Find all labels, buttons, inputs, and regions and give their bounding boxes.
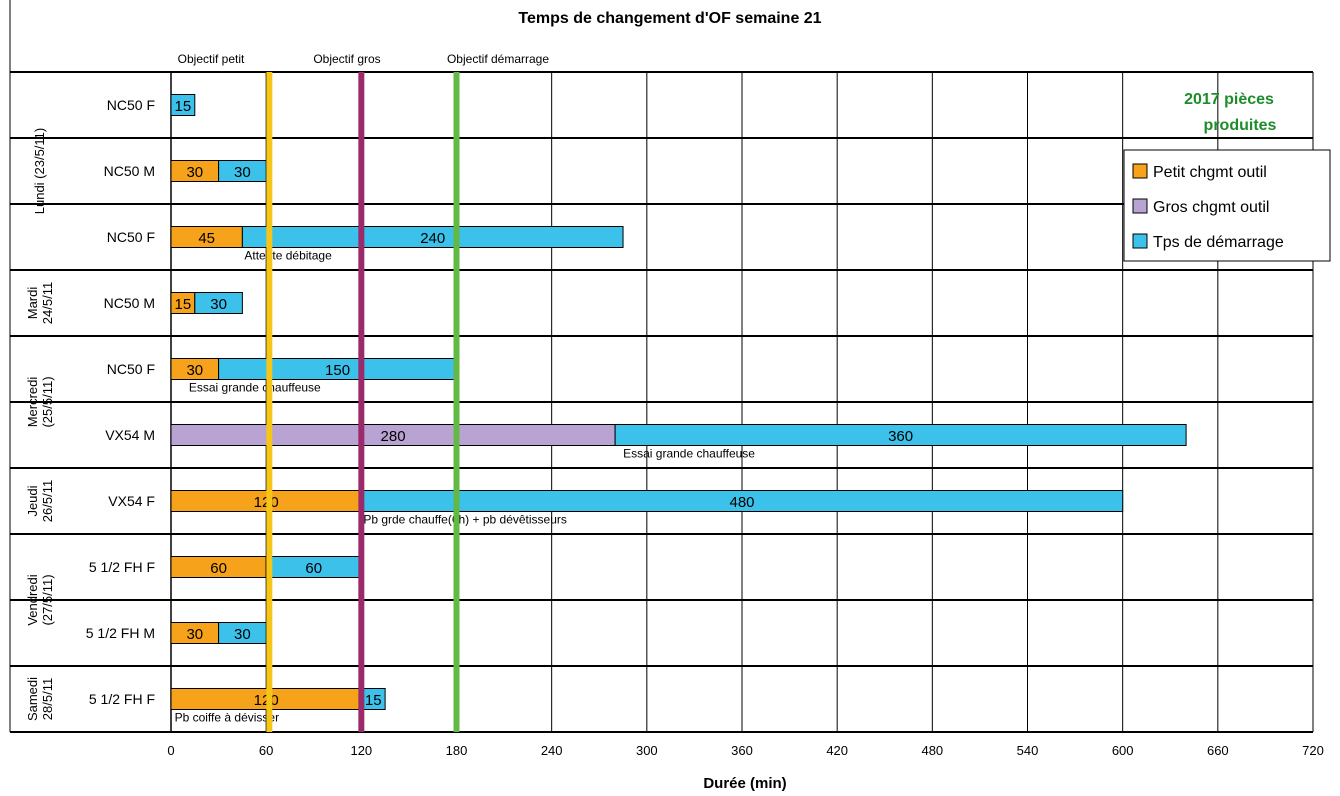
bar-segment bbox=[614, 424, 1187, 446]
bar-annotation: Attente débitage bbox=[244, 249, 332, 263]
legend-swatch bbox=[1132, 233, 1148, 249]
production-note: 2017 pièces produites bbox=[1184, 91, 1276, 134]
row-label: 5 1/2 FH F bbox=[89, 691, 155, 707]
day-date-label: (27/5/11) bbox=[40, 574, 55, 625]
row-label: NC50 M bbox=[104, 163, 155, 179]
bar-value-label: 15 bbox=[365, 692, 382, 709]
legend-swatch bbox=[1132, 198, 1148, 214]
bar-segment bbox=[170, 94, 196, 116]
chart-title: Temps de changement d'OF semaine 21 bbox=[518, 10, 821, 27]
day-label: Samedi bbox=[25, 677, 40, 721]
objective-label: Objectif petit bbox=[178, 52, 245, 66]
bar-value-label: 280 bbox=[381, 428, 406, 445]
bar-value-label: 150 bbox=[325, 362, 350, 379]
x-tick-label: 300 bbox=[636, 743, 658, 758]
bar-value-label: 60 bbox=[305, 560, 322, 577]
x-axis-label: Durée (min) bbox=[703, 775, 786, 792]
bar-value-label: 30 bbox=[186, 362, 203, 379]
x-tick-label: 480 bbox=[921, 743, 943, 758]
day-date-label: 26/5/11 bbox=[40, 480, 55, 522]
day-label: Mardi bbox=[25, 287, 40, 320]
row-label: NC50 F bbox=[107, 229, 155, 245]
day-date-label: 24/5/11 bbox=[40, 282, 55, 324]
x-tick-label: 360 bbox=[731, 743, 753, 758]
x-tick-label: 660 bbox=[1207, 743, 1229, 758]
bar-segment bbox=[194, 292, 243, 314]
day-date-label: 28/5/11 bbox=[40, 678, 55, 720]
bar-segment bbox=[218, 622, 267, 644]
legend-box bbox=[1123, 149, 1331, 262]
bar-annotation: Essai grande chauffeuse bbox=[623, 447, 755, 461]
legend-label: Tps de démarrage bbox=[1153, 234, 1284, 251]
plot-area: 0 60 120 180 240 300 360 420 480 540 600 660 720 Lund… bbox=[9, 0, 1324, 758]
row-label: NC50 M bbox=[104, 295, 155, 311]
bar-annotation: Essai grande chauffeuse bbox=[189, 381, 321, 395]
row-label: 5 1/2 FH F bbox=[89, 559, 155, 575]
bar-value-label: 240 bbox=[420, 230, 445, 247]
x-tick-label: 600 bbox=[1112, 743, 1134, 758]
bar-value-label: 30 bbox=[234, 626, 251, 643]
bar-value-label: 120 bbox=[254, 692, 279, 709]
bar-value-label: 60 bbox=[210, 560, 227, 577]
legend-label: Petit chgmt outil bbox=[1153, 164, 1267, 181]
legend-label: Gros chgmt outil bbox=[1153, 199, 1269, 216]
x-tick-label: 240 bbox=[541, 743, 563, 758]
bar-segment bbox=[241, 226, 624, 248]
x-tick-label: 120 bbox=[350, 743, 372, 758]
x-tick-label: 420 bbox=[826, 743, 848, 758]
day-date-label: (25/5/11) bbox=[40, 376, 55, 427]
bar-value-label: 45 bbox=[198, 230, 215, 247]
bar-annotation: Pb grde chauffe(6h) + pb dévêtisseurs bbox=[363, 513, 567, 527]
legend: Petit chgmt outil Gros chgmt outil Tps de … bbox=[1123, 149, 1331, 262]
bar-value-label: 30 bbox=[186, 164, 203, 181]
bar-value-label: 30 bbox=[186, 626, 203, 643]
day-label: Lundi (23/5/11) bbox=[32, 128, 47, 215]
legend-swatch bbox=[1132, 163, 1148, 179]
bar-annotation: Pb coiffe à dévisser bbox=[175, 711, 280, 725]
x-tick-label: 0 bbox=[167, 743, 174, 758]
bar-segment bbox=[218, 160, 267, 182]
row-label: VX54 M bbox=[105, 427, 155, 443]
objective-label: Objectif démarrage bbox=[447, 52, 549, 66]
objective-label: Objectif gros bbox=[313, 52, 380, 66]
bar-value-label: 30 bbox=[234, 164, 251, 181]
bar-value-label: 120 bbox=[254, 494, 279, 511]
bar-value-label: 360 bbox=[888, 428, 913, 445]
day-label: Jeudi bbox=[25, 485, 40, 516]
day-label: Mercredi bbox=[25, 377, 40, 428]
row-label: 5 1/2 FH M bbox=[86, 625, 155, 641]
x-tick-label: 720 bbox=[1302, 743, 1324, 758]
x-tick-label: 180 bbox=[446, 743, 468, 758]
row-label: NC50 F bbox=[107, 97, 155, 113]
x-tick-label: 60 bbox=[259, 743, 273, 758]
row-label: NC50 F bbox=[107, 361, 155, 377]
bar-value-label: 30 bbox=[210, 296, 227, 313]
bar-value-label: 15 bbox=[175, 296, 192, 313]
row-label: VX54 F bbox=[108, 493, 155, 509]
bar-value-label: 480 bbox=[729, 494, 754, 511]
bar-value-label: 15 bbox=[175, 98, 192, 115]
day-label: Vendredi bbox=[25, 574, 40, 625]
x-tick-label: 540 bbox=[1017, 743, 1039, 758]
